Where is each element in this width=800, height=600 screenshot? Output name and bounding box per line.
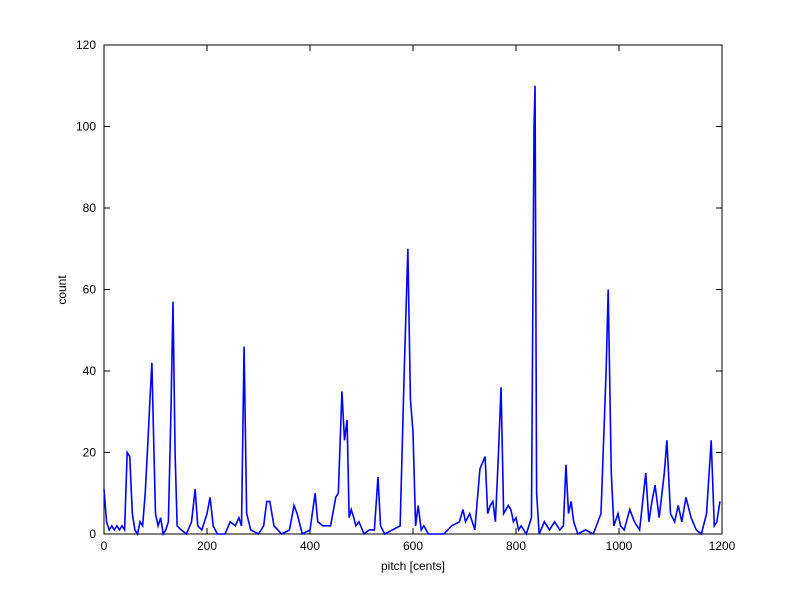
y-tick-label: 100 — [76, 120, 96, 134]
x-tick-label: 1200 — [709, 539, 736, 553]
y-tick-label: 120 — [76, 38, 96, 52]
x-tick-label: 800 — [506, 539, 526, 553]
y-axis-label: count — [55, 275, 69, 305]
x-tick-label: 0 — [101, 539, 108, 553]
x-axis-label: pitch [cents] — [381, 559, 445, 573]
y-tick-label: 20 — [83, 446, 97, 460]
data-line — [103, 85, 721, 537]
y-tick-label: 0 — [89, 527, 96, 541]
x-tick-label: 400 — [300, 539, 320, 553]
y-tick-label: 80 — [83, 201, 97, 215]
x-tick-label: 200 — [197, 539, 217, 553]
y-tick-label: 60 — [83, 283, 97, 297]
x-tick-label: 600 — [403, 539, 423, 553]
x-tick-label: 1000 — [606, 539, 633, 553]
y-tick-label: 40 — [83, 364, 97, 378]
